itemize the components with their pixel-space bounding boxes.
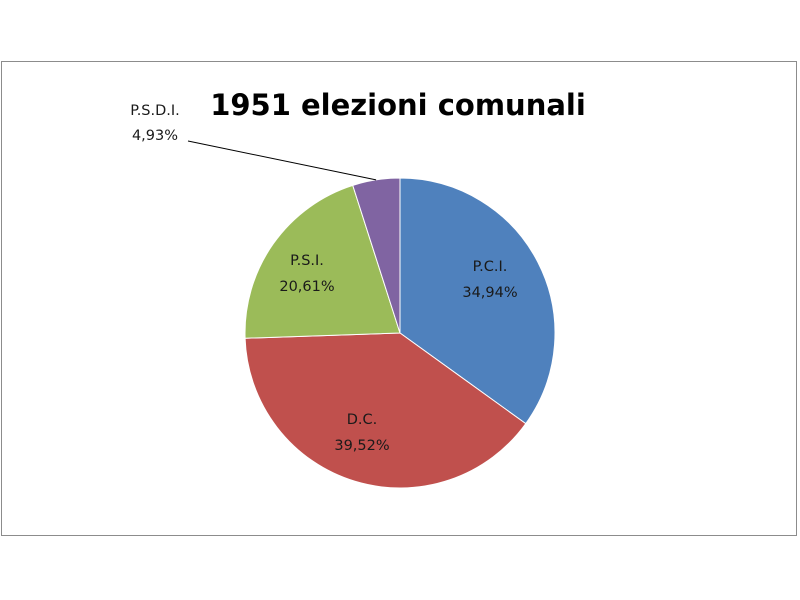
slice-label-psdi-value: 4,93% (132, 128, 178, 144)
slice-label-pci-name: P.C.I. (473, 259, 508, 275)
chart-title: 1951 elezioni comunali (210, 88, 586, 122)
leader-line-psdi (187, 140, 377, 181)
pie-slice-psdi (352, 177, 401, 334)
pie-slice-dc (244, 332, 527, 489)
slice-label-dc-value: 39,52% (334, 438, 389, 454)
slice-label-dc-name: D.C. (347, 412, 378, 428)
slice-label-pci-value: 34,94% (462, 285, 517, 301)
slice-label-psi-name: P.S.I. (290, 253, 324, 269)
pie-slices (244, 177, 556, 489)
pie-slice-psi (244, 184, 401, 339)
slice-label-psdi-name: P.S.D.I. (130, 103, 180, 119)
slice-label-psi-value: 20,61% (279, 279, 334, 295)
pie-slice-pci (399, 177, 556, 425)
